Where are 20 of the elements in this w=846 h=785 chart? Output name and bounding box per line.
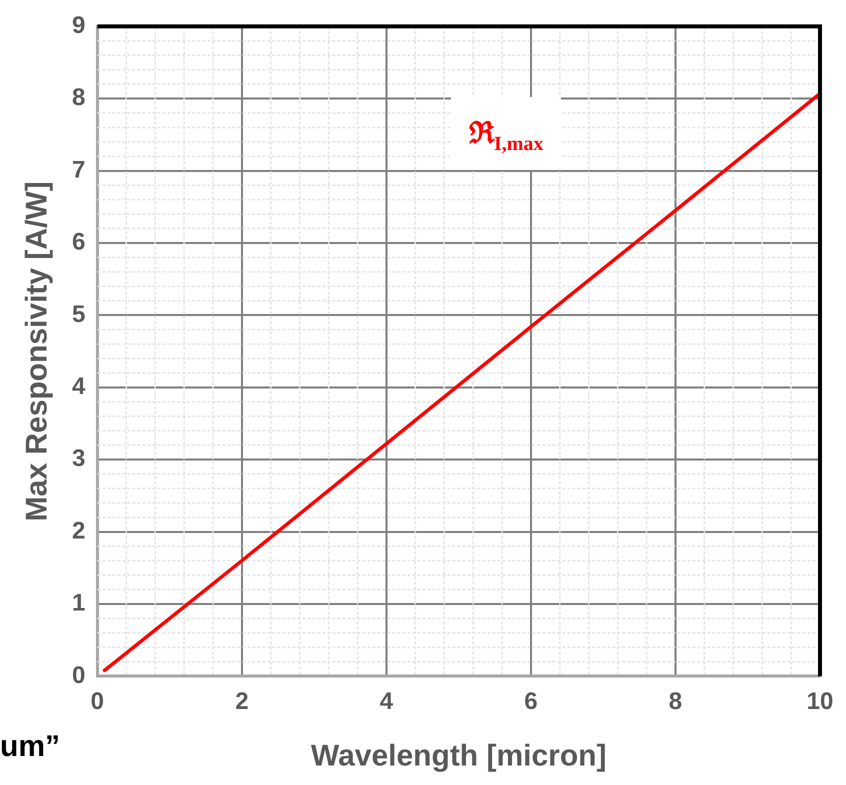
- y-tick-label: 2: [72, 517, 86, 544]
- y-axis-title: Max Responsivity [A/W]: [20, 181, 54, 522]
- text: um”: [0, 730, 60, 764]
- y-tick-label: 4: [72, 373, 86, 400]
- y-tick-label: 0: [72, 662, 86, 689]
- y-tick-label: 7: [72, 156, 86, 184]
- x-tick-label: 10: [806, 688, 834, 716]
- y-tick-label: 1: [72, 590, 86, 617]
- y-tick-label: 6: [72, 228, 86, 256]
- y-tick-label: 9: [72, 12, 86, 40]
- x-tick-label: 6: [524, 688, 538, 716]
- x-tick-label: 8: [668, 688, 682, 716]
- x-tick-label: 2: [235, 688, 249, 716]
- x-axis-title: Wavelength [micron]: [310, 739, 606, 772]
- y-tick-label: 8: [72, 84, 86, 112]
- x-tick-label: 4: [380, 688, 394, 716]
- x-tick-label: 0: [90, 688, 104, 716]
- y-tick-label: 3: [72, 445, 86, 472]
- text: ℜ$_{I,max}$: [450, 96, 562, 170]
- y-tick-label: 5: [72, 300, 86, 328]
